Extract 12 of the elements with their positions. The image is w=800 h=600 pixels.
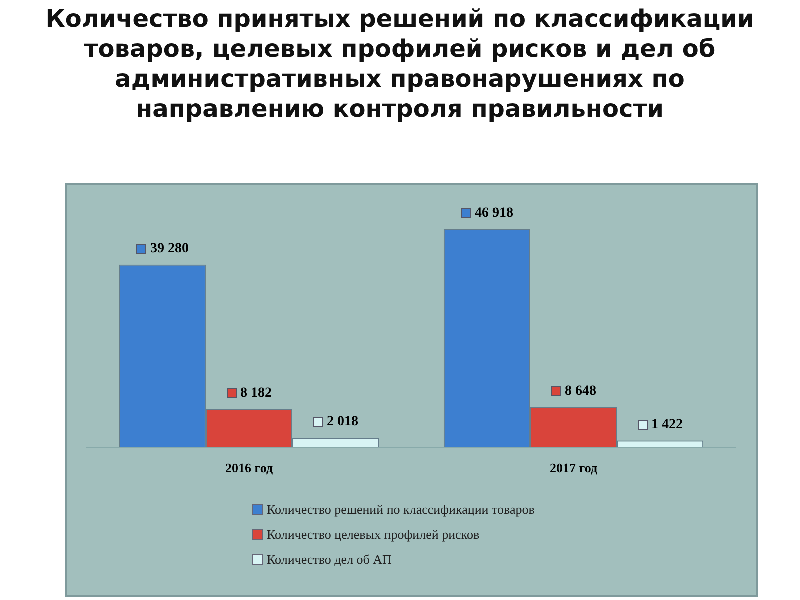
- data-label: 1 422: [652, 417, 684, 432]
- data-label: 2 018: [327, 414, 359, 430]
- data-label: 8 182: [240, 386, 272, 401]
- legend-label: Количество дел об АП: [267, 552, 392, 568]
- legend-label: Количество решений по классификации товаров: [267, 502, 535, 518]
- data-label: 8 648: [565, 384, 596, 399]
- chart-title: Количество принятых решений по классификации товаров, целевых профилей рисков и дел об административных правонарушениях по направлению контроля правильности: [44, 4, 756, 125]
- x-tick-label: 2017 год: [550, 460, 598, 476]
- data-label: 39 280: [150, 241, 189, 256]
- x-tick-label: 2016 год: [225, 460, 274, 476]
- data-label: 46 918: [474, 206, 514, 221]
- legend-label: Количество целевых профилей рисков: [267, 526, 480, 542]
